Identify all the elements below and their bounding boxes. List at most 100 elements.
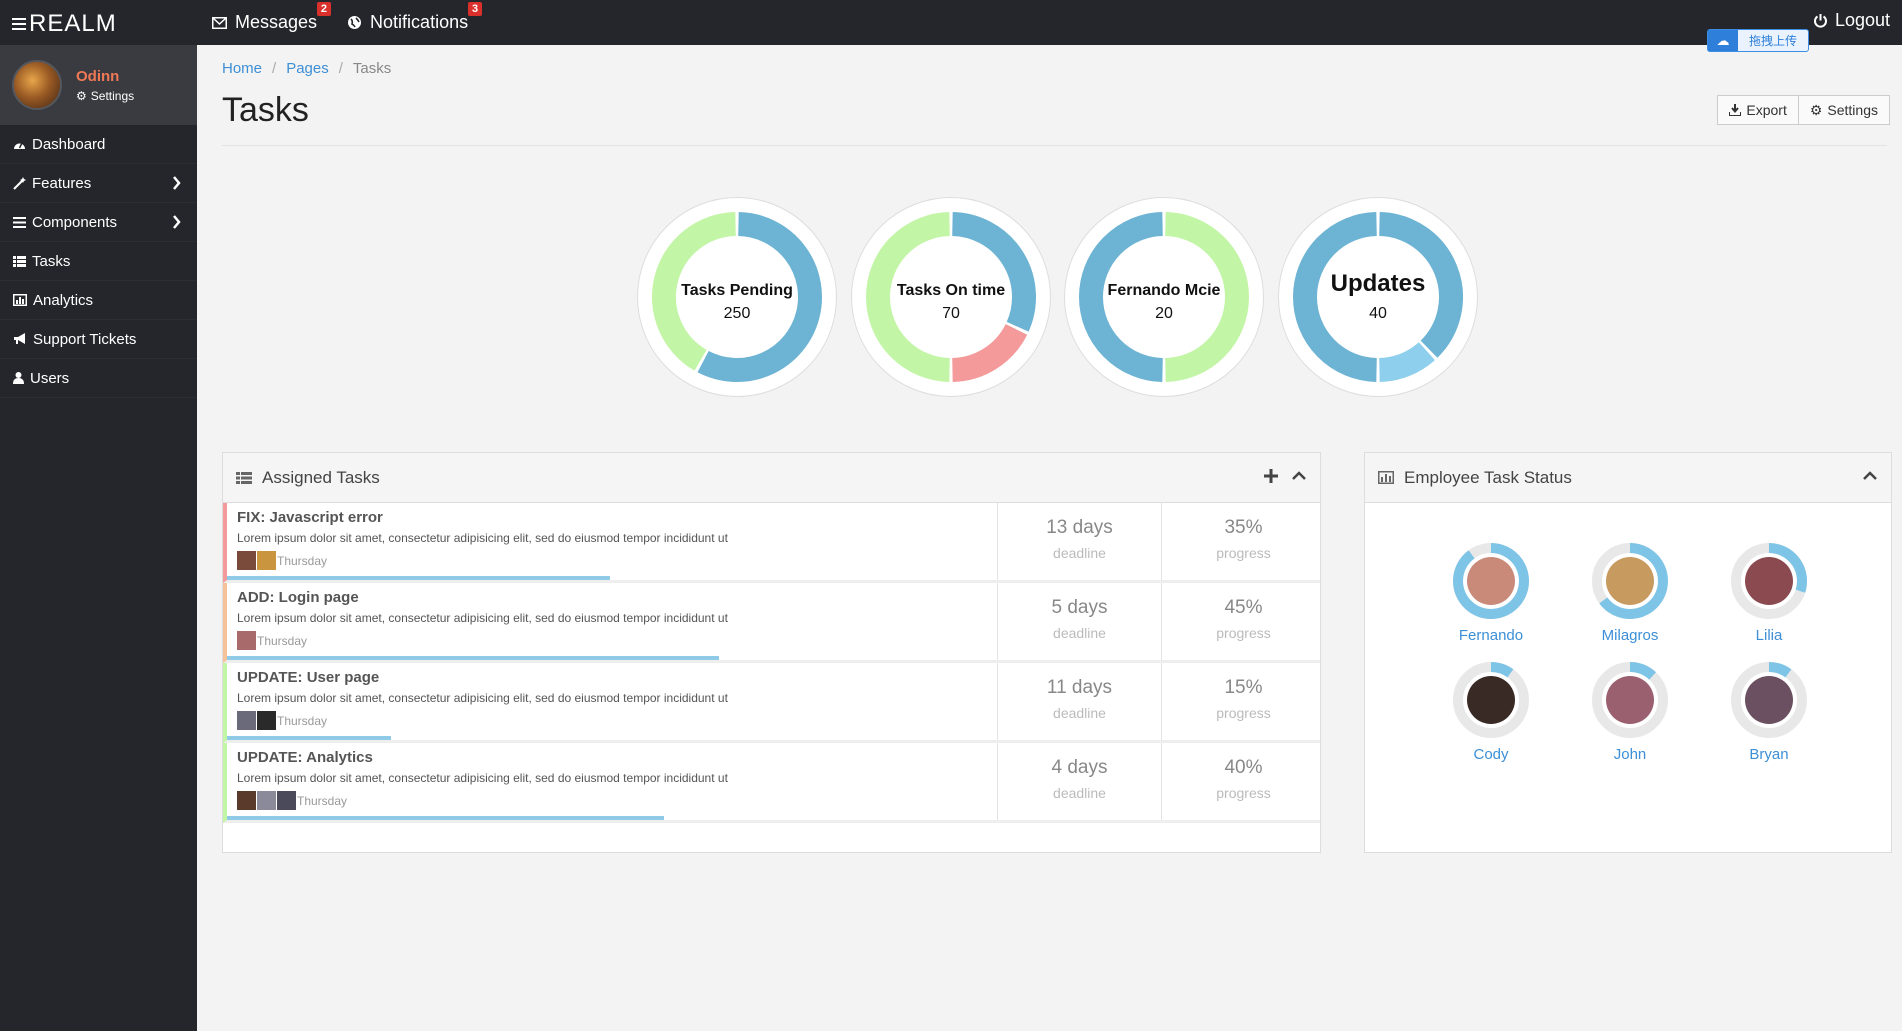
assigned-tasks-panel: Assigned Tasks FIX: Javascript error Lor… <box>222 452 1321 853</box>
employee-name[interactable]: Cody <box>1473 746 1509 763</box>
sidebar: Odinn ⚙ Settings Dashboard Features Comp… <box>0 45 197 1031</box>
donut-ring <box>1079 212 1249 382</box>
task-title[interactable]: FIX: Javascript error <box>237 509 383 526</box>
deadline-label: deadline <box>1053 545 1106 561</box>
breadcrumb-pages[interactable]: Pages <box>286 60 329 77</box>
logout-button[interactable]: Logout <box>1813 0 1890 40</box>
task-info: UPDATE: Analytics Lorem ipsum dolor sit … <box>237 749 857 810</box>
task-deadline: 11 days deadline <box>997 663 1161 740</box>
notifications-badge: 3 <box>467 2 483 16</box>
messages-label: Messages <box>235 12 318 32</box>
breadcrumb: Home / Pages / Tasks <box>222 60 391 77</box>
notifications-label: Notifications <box>370 12 469 32</box>
employee-card[interactable]: Milagros <box>1570 541 1690 644</box>
sidebar-item-features[interactable]: Features <box>0 164 197 203</box>
gauge-segment <box>866 212 951 382</box>
sidebar-item-support-tickets[interactable]: Support Tickets <box>0 320 197 359</box>
hamburger-icon <box>12 18 26 30</box>
sidebar-item-label: Users <box>30 369 70 387</box>
sidebar-item-label: Support Tickets <box>33 330 137 348</box>
employee-name[interactable]: Lilia <box>1755 627 1783 644</box>
donut-ring <box>652 212 822 382</box>
gauge-segment <box>1164 212 1249 382</box>
employee-card[interactable]: John <box>1570 660 1690 763</box>
task-progress-bar <box>227 736 391 740</box>
envelope-icon <box>212 16 227 29</box>
task-title[interactable]: ADD: Login page <box>237 589 359 606</box>
breadcrumb-separator: / <box>272 60 277 77</box>
progress-label: progress <box>1216 625 1271 641</box>
employee-name[interactable]: Milagros <box>1601 627 1659 644</box>
avatar <box>1606 676 1654 724</box>
task-deadline: 4 days deadline <box>997 743 1161 820</box>
task-progress-bar <box>227 576 610 580</box>
gauge-label: Updates <box>1330 270 1426 297</box>
ring-progress <box>1490 662 1514 678</box>
breadcrumb-home[interactable]: Home <box>222 60 263 77</box>
task-row[interactable]: FIX: Javascript error Lorem ipsum dolor … <box>223 503 1320 583</box>
brand-logo[interactable]: REALM <box>12 10 117 38</box>
settings-label: Settings <box>1827 102 1878 118</box>
chevron-up-icon[interactable] <box>1863 469 1877 483</box>
task-progress: 15% progress <box>1161 663 1325 740</box>
bar-chart-icon <box>13 294 27 306</box>
ring-progress <box>1453 543 1529 619</box>
sidebar-item-tasks[interactable]: Tasks <box>0 242 197 281</box>
export-button[interactable]: Export <box>1717 95 1799 125</box>
avatar <box>237 791 256 810</box>
employee-progress-ring <box>1731 543 1807 619</box>
notifications-link[interactable]: Notifications 3 <box>347 2 483 33</box>
sidebar-item-analytics[interactable]: Analytics <box>0 281 197 320</box>
panel-title: Assigned Tasks <box>262 467 380 487</box>
profile-name[interactable]: Odinn <box>76 67 120 85</box>
avatar <box>237 551 256 570</box>
progress-value: 40% <box>1224 757 1263 778</box>
employee-name[interactable]: Fernando <box>1458 627 1524 644</box>
upload-widget-label: 拖拽上传 <box>1748 34 1797 48</box>
settings-button[interactable]: ⚙ Settings <box>1798 95 1890 125</box>
gauge-segment <box>951 212 1036 332</box>
panel-actions <box>1863 469 1877 483</box>
sidebar-item-dashboard[interactable]: Dashboard <box>0 125 197 164</box>
gauge-value: 40 <box>1369 305 1387 322</box>
task-info: ADD: Login page Lorem ipsum dolor sit am… <box>237 589 857 650</box>
task-row[interactable]: UPDATE: User page Lorem ipsum dolor sit … <box>223 663 1320 743</box>
progress-value: 45% <box>1224 597 1263 618</box>
donut-ring <box>1293 212 1463 382</box>
employee-name[interactable]: John <box>1613 746 1647 763</box>
deadline-value: 13 days <box>1046 517 1113 538</box>
task-info: FIX: Javascript error Lorem ipsum dolor … <box>237 509 857 570</box>
sidebar-item-users[interactable]: Users <box>0 359 197 398</box>
employee-card[interactable]: Bryan <box>1709 660 1829 763</box>
sidebar-item-components[interactable]: Components <box>0 203 197 242</box>
avatar <box>1467 557 1515 605</box>
avatar <box>237 631 256 650</box>
task-title[interactable]: UPDATE: User page <box>237 669 380 686</box>
plus-icon[interactable] <box>1264 469 1278 483</box>
employee-name[interactable]: Bryan <box>1749 746 1789 763</box>
chevron-up-icon[interactable] <box>1292 469 1306 483</box>
avatar <box>257 791 276 810</box>
employee-progress-ring <box>1592 543 1668 619</box>
gauge-segment <box>1378 341 1435 382</box>
upload-widget[interactable]: ☁ 拖拽上传 <box>1707 29 1809 52</box>
top-nav: Messages 2 Notifications 3 <box>212 0 483 45</box>
employee-card[interactable]: Lilia <box>1709 541 1829 644</box>
messages-link[interactable]: Messages 2 <box>212 2 332 33</box>
avatar <box>1745 676 1793 724</box>
brand-name: REALM <box>29 10 117 37</box>
cloud-icon: ☁ <box>1708 30 1738 51</box>
employee-card[interactable]: Cody <box>1431 660 1551 763</box>
export-label: Export <box>1746 102 1787 118</box>
gauge-label: Tasks Pending <box>681 282 793 299</box>
task-row[interactable]: UPDATE: Analytics Lorem ipsum dolor sit … <box>223 743 1320 823</box>
task-deadline: 5 days deadline <box>997 583 1161 660</box>
employee-card[interactable]: Fernando <box>1431 541 1551 644</box>
gauge-value: 20 <box>1155 305 1173 322</box>
profile-settings-link[interactable]: ⚙ Settings <box>76 89 134 103</box>
task-day: Thursday <box>277 713 328 728</box>
avatar <box>1467 676 1515 724</box>
task-row[interactable]: ADD: Login page Lorem ipsum dolor sit am… <box>223 583 1320 663</box>
task-title[interactable]: UPDATE: Analytics <box>237 749 373 766</box>
avatar[interactable] <box>12 60 62 110</box>
